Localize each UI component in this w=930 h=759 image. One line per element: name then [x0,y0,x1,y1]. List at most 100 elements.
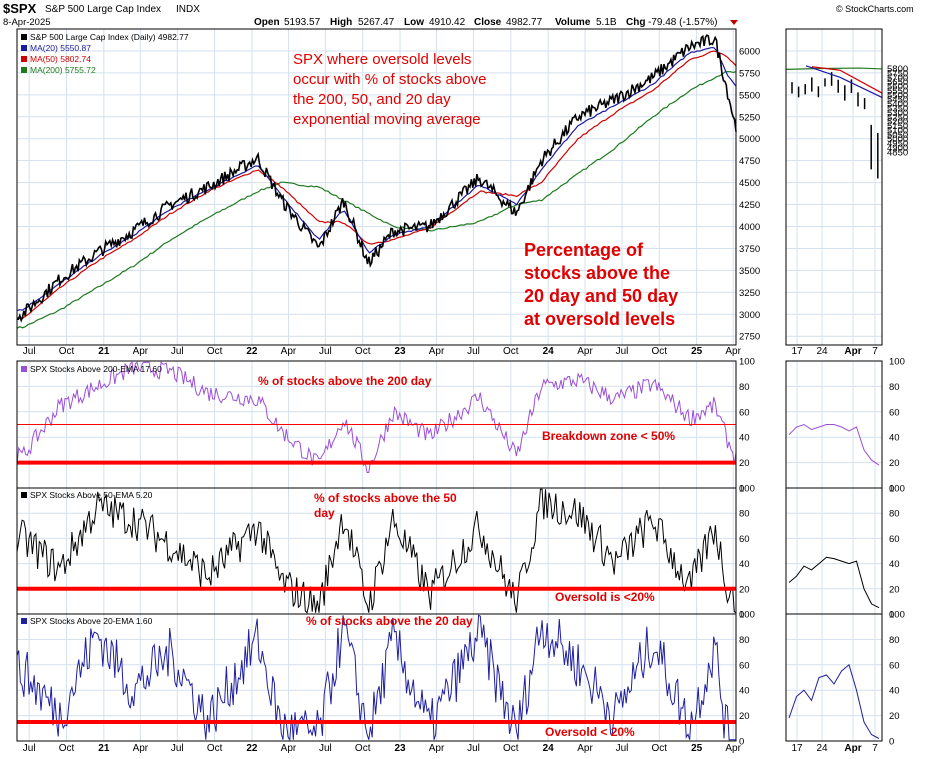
panel-frame [16,613,737,742]
legend-ma50: MA(50) 5802.74 [30,54,91,64]
y-tick-label: 5800 [887,64,908,75]
y-tick-label: 5300 [887,108,908,119]
y-tick-label: 5400 [887,99,908,110]
note-line-3: 20 day and 50 day [524,286,678,306]
x-tick-label: Apr [133,346,149,357]
legend-ma200-swatch [21,67,27,73]
x-tick-label: Oct [503,743,519,754]
y-tick-label: 100 [739,357,755,368]
y-tick-label: 3750 [739,244,760,255]
y-tick-label: 60 [889,660,900,671]
p20-title: % of stocks above the 20 day [306,614,473,628]
chg-label: Chg [626,17,645,28]
y-tick-label: 100 [889,357,905,368]
legend-main-swatch [21,34,27,40]
y-tick-label: 80 [739,509,750,520]
x-tick-label: 25 [691,346,703,357]
main-annotation-title: SPX where oversold levels occur with % o… [293,51,486,128]
zoom-pct20-line [788,663,880,739]
y-tick-label: 5150 [887,121,908,132]
y-tick-label: 20 [889,711,900,722]
x-tick-label: 23 [394,743,406,754]
x-tick-label: Oct [59,743,75,754]
y-tick-label: 3250 [739,288,760,299]
x-tick-label: Apr [429,743,445,754]
chart-date: 8-Apr-2025 [3,17,51,28]
zoom-x-tick-label: 7 [872,743,878,754]
y-tick-label: 20 [739,584,750,595]
x-tick-label: 21 [98,346,110,357]
x-tick-label: Jul [319,346,332,357]
volume-label: Volume [555,17,591,28]
x-tick-label: Apr [281,346,297,357]
ann-line-4: exponential moving average [293,111,481,128]
x-tick-label: Oct [59,346,75,357]
down-arrow-icon [730,20,738,25]
y-tick-label: 5000 [887,134,908,145]
panel-frames [16,28,883,742]
x-tick-label: 22 [246,346,258,357]
note-line-2: stocks above the [524,263,670,283]
y-tick-label: 0 [739,610,744,621]
source-credit: © StockCharts.com [836,4,914,14]
data-lines [16,34,883,742]
open-value: 5193.57 [284,17,321,28]
x-tick-label: 23 [394,346,406,357]
y-tick-label: 5500 [739,90,760,101]
y-tick-label: 40 [739,433,750,444]
zoom-panel-frame [785,613,883,742]
y-tick-label: 0 [739,737,744,748]
y-tick-label: 0 [889,484,894,495]
x-tick-label: 24 [543,346,555,357]
zoom-pct200-line [788,423,880,466]
y-tick-label: 100 [889,484,905,495]
low-label: Low [404,17,424,28]
ann-line-1: SPX where oversold levels [293,51,471,68]
x-tick-label: Apr [577,346,593,357]
price-line [16,34,737,323]
y-tick-label: 20 [739,458,750,469]
x-tick-label: Apr [133,743,149,754]
y-tick-label: 5250 [887,112,908,123]
pct20-line [16,614,736,742]
zoom-x-tick-label: 7 [872,346,878,357]
y-tick-label: 4000 [739,222,760,233]
pct200-line [16,361,737,474]
legend-ma50-swatch [21,56,27,62]
y-tick-label: 60 [739,407,750,418]
p50-title-1: % of stocks above the 50 [314,491,457,505]
x-tick-label: Jul [616,743,629,754]
x-tick-label: Jul [23,346,36,357]
y-tick-label: 4950 [887,139,908,150]
x-tick-label: Apr [281,743,297,754]
y-tick-label: 80 [889,635,900,646]
x-tick-label: 22 [246,743,258,754]
zoom-pct50-line [788,556,880,609]
chg-value: -79.48 (-1.57%) [648,17,717,28]
y-tick-label: 100 [739,484,755,495]
y-tick-label: 6000 [739,46,760,57]
close-label: Close [474,17,502,28]
y-tick-label: 5550 [887,86,908,97]
legend-ma20: MA(20) 5550.87 [30,43,91,53]
x-tick-label: Oct [207,743,223,754]
index-name: S&P 500 Large Cap Index [45,4,161,15]
y-tick-label: 60 [739,534,750,545]
y-tick-label: 4850 [887,147,908,158]
ma200-line [16,70,737,329]
legend-p200: SPX Stocks Above 200-EMA 17.60 [30,364,162,374]
low-value: 4910.42 [429,17,466,28]
y-tick-label: 3000 [739,310,760,321]
legend-main: S&P 500 Large Cap Index (Daily) 4982.77 [30,32,189,42]
x-tick-label: Jul [171,743,184,754]
exchange: INDX [176,4,200,15]
y-tick-label: 40 [739,686,750,697]
y-tick-label: 80 [889,509,900,520]
y-tick-label: 0 [739,484,744,495]
y-tick-label: 5600 [887,82,908,93]
y-tick-label: 5050 [887,130,908,141]
x-tick-label: Jul [467,743,480,754]
x-tick-label: Jul [616,346,629,357]
y-tick-label: 3500 [739,266,760,277]
